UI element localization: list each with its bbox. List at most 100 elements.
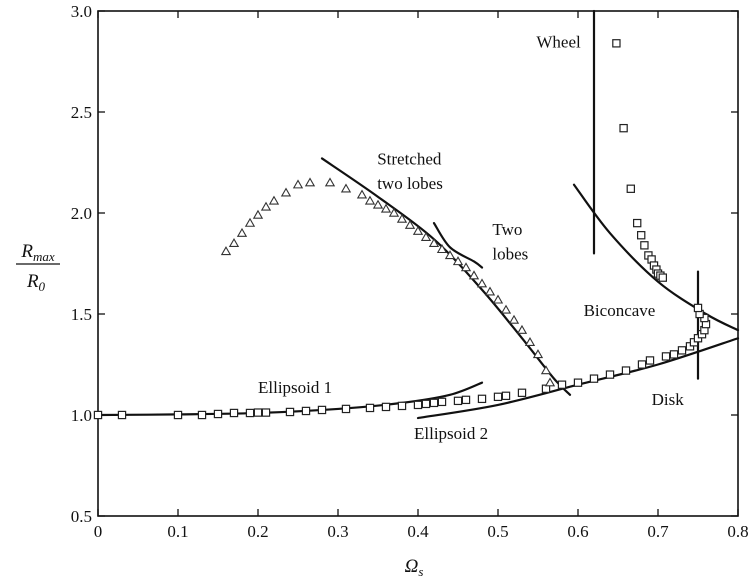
triangle-point bbox=[428, 237, 440, 247]
triangle-point bbox=[524, 336, 536, 346]
region-label: Biconcave bbox=[584, 301, 656, 320]
triangle-point bbox=[220, 246, 232, 256]
square-point bbox=[557, 380, 567, 389]
region-label: two lobes bbox=[377, 174, 443, 193]
square-point bbox=[645, 356, 655, 365]
triangle-point bbox=[396, 213, 408, 223]
triangle-point bbox=[364, 195, 376, 205]
square-point bbox=[636, 231, 646, 240]
square-point bbox=[477, 394, 487, 404]
triangle-point bbox=[468, 270, 480, 280]
triangle-point bbox=[540, 365, 552, 375]
square-point bbox=[229, 408, 239, 418]
fit-line bbox=[432, 222, 484, 269]
markers bbox=[93, 39, 711, 420]
square-point bbox=[421, 399, 431, 409]
triangle-point bbox=[304, 177, 316, 187]
square-point bbox=[637, 360, 647, 369]
x-tick-label: 0.3 bbox=[327, 522, 348, 541]
square-point bbox=[632, 218, 642, 228]
triangle-point bbox=[420, 231, 432, 241]
square-point bbox=[437, 397, 447, 407]
triangle-point bbox=[404, 219, 416, 229]
triangle-point bbox=[244, 217, 256, 227]
square-point bbox=[626, 184, 636, 193]
triangle-point bbox=[260, 201, 272, 211]
triangle-point bbox=[508, 314, 520, 324]
square-point bbox=[365, 403, 375, 413]
triangle-point bbox=[436, 244, 448, 254]
square-point bbox=[197, 410, 207, 420]
square-point bbox=[501, 391, 511, 401]
region-label: Stretched bbox=[377, 150, 442, 169]
square-point bbox=[253, 408, 263, 417]
triangle-point bbox=[252, 209, 264, 219]
triangle-point bbox=[236, 227, 248, 237]
square-point bbox=[493, 392, 503, 402]
square-point bbox=[397, 401, 407, 411]
square-point bbox=[517, 388, 527, 397]
triangle-point bbox=[500, 304, 512, 314]
x-tick-label: 0.8 bbox=[727, 522, 748, 541]
x-axis-label: Ωs bbox=[405, 556, 424, 579]
x-tick-label: 0 bbox=[94, 522, 103, 541]
triangle-point bbox=[476, 278, 488, 288]
square-point bbox=[677, 346, 687, 355]
square-point bbox=[589, 374, 599, 383]
x-tick-label: 0.7 bbox=[647, 522, 669, 541]
square-point bbox=[93, 410, 103, 420]
region-label: Two bbox=[492, 220, 522, 239]
square-point bbox=[285, 407, 295, 417]
y-label-denominator-sub: 0 bbox=[39, 279, 46, 294]
x-tick-label: 0.5 bbox=[487, 522, 508, 541]
square-point bbox=[621, 366, 631, 375]
square-point bbox=[640, 241, 649, 250]
triangle-point bbox=[412, 225, 424, 235]
fit-line bbox=[572, 183, 740, 332]
triangle-point bbox=[484, 286, 496, 296]
triangle-point bbox=[532, 349, 544, 359]
triangle-point bbox=[492, 294, 504, 304]
y-axis-label: Rmax R0 bbox=[16, 241, 60, 294]
square-point bbox=[461, 395, 471, 405]
square-point bbox=[413, 400, 423, 410]
square-point bbox=[669, 350, 679, 359]
square-point bbox=[658, 273, 668, 282]
region-label: Disk bbox=[652, 390, 685, 409]
square-point bbox=[301, 406, 311, 416]
fit-lines bbox=[96, 9, 740, 420]
square-point bbox=[213, 409, 223, 419]
triangle-point bbox=[460, 262, 472, 272]
x-tick-label: 0.4 bbox=[407, 522, 429, 541]
square-point bbox=[573, 378, 583, 387]
triangle-point bbox=[388, 207, 400, 217]
svg-text:Rmax: Rmax bbox=[20, 241, 54, 264]
square-point bbox=[341, 404, 351, 414]
square-point bbox=[453, 396, 463, 406]
square-point bbox=[619, 123, 628, 133]
region-labels: Wheel Stretched two lobes Two lobes Biconcave… bbox=[258, 32, 684, 443]
x-label-sub: s bbox=[418, 564, 423, 579]
x-tick-label: 0.2 bbox=[247, 522, 268, 541]
square-point bbox=[381, 402, 391, 412]
y-tick-label: 2.5 bbox=[71, 103, 92, 122]
x-tick-label: 0.1 bbox=[167, 522, 188, 541]
y-tick-label: 1.0 bbox=[71, 406, 92, 425]
ticks: 0 0.1 0.2 0.3 0.4 0.5 0.6 0.7 0.8 0.5 1.0 1.5 2.0 2.5… bbox=[71, 2, 748, 541]
y-tick-label: 2.0 bbox=[71, 204, 92, 223]
square-point bbox=[261, 408, 271, 417]
y-tick-label: 3.0 bbox=[71, 2, 92, 21]
square-point bbox=[612, 39, 621, 48]
triangle-point bbox=[280, 187, 292, 197]
triangle-point bbox=[444, 250, 456, 260]
triangle-point bbox=[452, 256, 464, 266]
square-point bbox=[661, 352, 671, 361]
square-point bbox=[173, 410, 183, 420]
triangle-point bbox=[380, 203, 392, 213]
triangle-point bbox=[516, 324, 528, 334]
triangle-point bbox=[544, 377, 556, 387]
triangle-point bbox=[324, 177, 336, 187]
x-tick-label: 0.6 bbox=[567, 522, 588, 541]
triangle-point bbox=[356, 189, 368, 199]
